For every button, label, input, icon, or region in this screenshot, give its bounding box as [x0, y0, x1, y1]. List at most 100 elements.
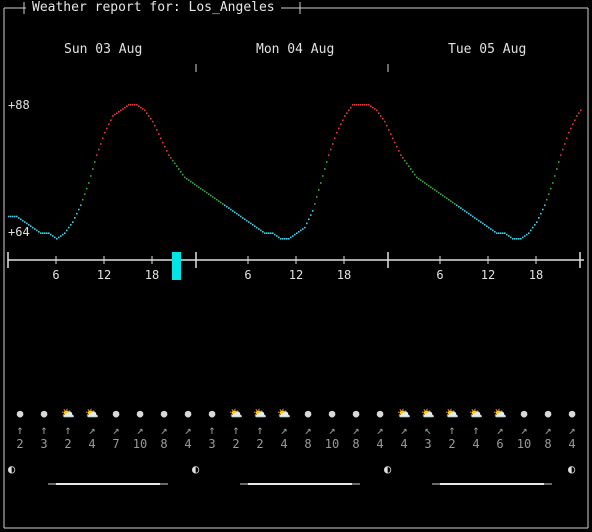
- temperature-point: [546, 198, 548, 201]
- temperature-point: [320, 182, 322, 184]
- temperature-point: [78, 208, 80, 211]
- moon-icon: ●: [40, 407, 48, 420]
- temperature-point: [312, 210, 314, 212]
- temperature-point: [576, 115, 578, 117]
- temperature-point: [238, 214, 240, 216]
- temperature-point: [48, 232, 50, 234]
- temperature-point: [262, 231, 264, 233]
- temperature-point: [132, 104, 134, 106]
- temperature-point: [44, 232, 46, 234]
- temperature-point: [288, 238, 290, 240]
- moon-waxing-icon: ◐: [568, 462, 576, 476]
- cloud-icon: ⛅: [421, 407, 435, 420]
- temperature-point: [8, 215, 10, 218]
- temperature-point: [550, 187, 552, 190]
- wind-speed: 2: [64, 437, 72, 451]
- report-title: Weather report for: Los_Angeles: [26, 0, 281, 16]
- temperature-point: [384, 120, 386, 123]
- temperature-point: [404, 159, 406, 162]
- temperature-point: [492, 229, 494, 232]
- temperature-point: [314, 203, 316, 205]
- wind-arrow-icon: ↗: [112, 423, 120, 437]
- temperature-point: [336, 131, 338, 134]
- sun-icon: ●: [568, 407, 576, 420]
- temperature-point: [38, 231, 40, 233]
- temperature-point: [360, 104, 362, 106]
- temperature-point: [472, 215, 474, 218]
- temperature-point: [328, 154, 330, 156]
- temperature-point: [342, 119, 344, 121]
- temperature-point: [242, 217, 244, 219]
- temperature-point: [162, 141, 164, 144]
- wind-arrow-icon: ↗: [88, 423, 96, 437]
- temperature-point: [510, 236, 512, 239]
- temperature-point: [150, 118, 152, 120]
- temperature-point: [86, 187, 88, 190]
- temperature-point: [230, 208, 232, 211]
- temperature-point: [208, 193, 210, 195]
- temperature-point: [378, 112, 380, 114]
- wind-arrow-icon: ↑: [40, 423, 48, 437]
- hour-tick-label: 18: [529, 268, 543, 282]
- temperature-point: [438, 191, 440, 194]
- wind-speed: 4: [184, 437, 192, 451]
- temperature-point: [286, 238, 288, 240]
- temperature-point: [520, 238, 522, 240]
- wind-speed: 2: [16, 437, 24, 451]
- wind-arrow-icon: ↗: [328, 423, 336, 437]
- temperature-point: [414, 173, 416, 176]
- temperature-point: [148, 115, 150, 117]
- temperature-point: [412, 171, 414, 173]
- wind-speed: 3: [40, 437, 48, 451]
- temperature-point: [12, 215, 14, 218]
- temperature-point: [536, 221, 538, 223]
- temperature-point: [454, 203, 456, 205]
- temperature-point: [500, 232, 502, 234]
- temperature-point: [266, 232, 268, 234]
- temperature-point: [450, 200, 452, 202]
- temperature-point: [40, 232, 42, 234]
- temperature-point: [236, 212, 238, 215]
- temperature-point: [370, 105, 372, 107]
- temperature-point: [70, 224, 72, 226]
- temperature-point: [36, 229, 38, 232]
- moon-icon: ●: [208, 407, 216, 420]
- temperature-point: [324, 168, 326, 170]
- wind-arrow-icon: ↑: [208, 423, 216, 437]
- temperature-point: [216, 198, 218, 201]
- temperature-point: [258, 228, 260, 230]
- temperature-point: [498, 232, 500, 234]
- temperature-point: [354, 104, 356, 106]
- temperature-point: [222, 203, 224, 205]
- temperature-point: [188, 179, 190, 181]
- temperature-point: [20, 218, 22, 221]
- temperature-point: [246, 219, 248, 222]
- temperature-point: [480, 221, 482, 223]
- temperature-point: [508, 235, 510, 237]
- temperature-point: [220, 201, 222, 204]
- wind-arrow-icon: ↑: [256, 423, 264, 437]
- temperature-point: [572, 123, 574, 126]
- hour-tick-label: 6: [244, 268, 251, 282]
- temperature-point: [420, 179, 422, 181]
- temperature-point: [42, 232, 44, 234]
- sun-icon: ●: [112, 407, 120, 420]
- wind-speed: 2: [232, 437, 240, 451]
- temperature-point: [74, 217, 76, 219]
- temperature-point: [410, 168, 412, 170]
- temperature-point: [440, 193, 442, 195]
- temperature-point: [344, 115, 346, 117]
- day-heading-1: Sun 03 Aug: [64, 42, 143, 57]
- temperature-point: [32, 226, 34, 229]
- temperature-point: [194, 183, 196, 186]
- temperature-point: [136, 104, 138, 106]
- temperature-point: [316, 196, 318, 198]
- hour-tick-label: 18: [145, 268, 159, 282]
- temperature-point: [322, 175, 324, 177]
- hour-tick-label: 12: [481, 268, 495, 282]
- wind-arrow-icon: ↗: [136, 423, 144, 437]
- temperature-point: [452, 201, 454, 204]
- temperature-point: [310, 214, 312, 216]
- temperature-point: [518, 238, 520, 240]
- temperature-point: [540, 212, 542, 215]
